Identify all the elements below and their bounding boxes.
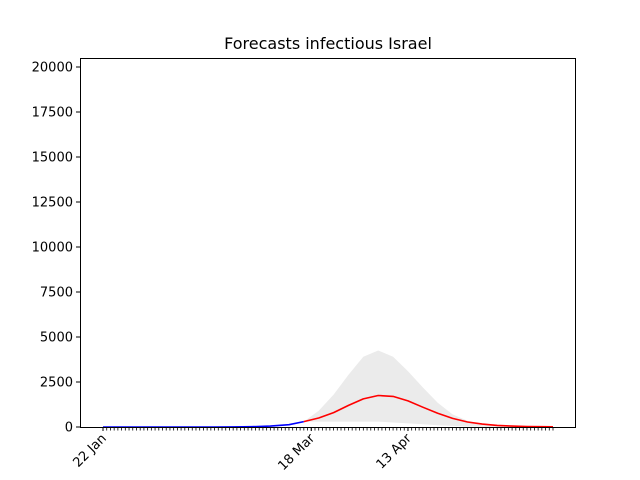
series-line-forecast bbox=[303, 394, 554, 428]
y-tick-label: 10000 bbox=[32, 241, 73, 256]
x-tick-label: 22 Jan bbox=[70, 431, 109, 470]
confidence-band bbox=[303, 350, 553, 427]
series-line-observed bbox=[103, 420, 304, 428]
y-tick-label: 7500 bbox=[40, 286, 73, 301]
x-tick-label: 18 Mar bbox=[276, 431, 319, 474]
y-tick-label: 17500 bbox=[32, 106, 73, 121]
y-tick-label: 12500 bbox=[32, 196, 73, 211]
x-tick-label: 13 Apr bbox=[374, 431, 416, 473]
y-tick-label: 0 bbox=[65, 421, 73, 436]
y-axis: 0 2500 5000 7500 10000 12500 15000 17500 20000 bbox=[32, 61, 80, 436]
plot-frame bbox=[80, 58, 576, 428]
x-axis: 22 Jan 18 Mar 13 Apr bbox=[70, 427, 554, 474]
y-tick-label: 15000 bbox=[32, 151, 73, 166]
y-tick-label: 5000 bbox=[40, 331, 73, 346]
y-tick-label: 2500 bbox=[40, 376, 73, 391]
chart-title: Forecasts infectious Israel bbox=[224, 34, 432, 53]
y-tick-label: 20000 bbox=[32, 61, 73, 76]
confidence-band-layer bbox=[303, 350, 553, 427]
